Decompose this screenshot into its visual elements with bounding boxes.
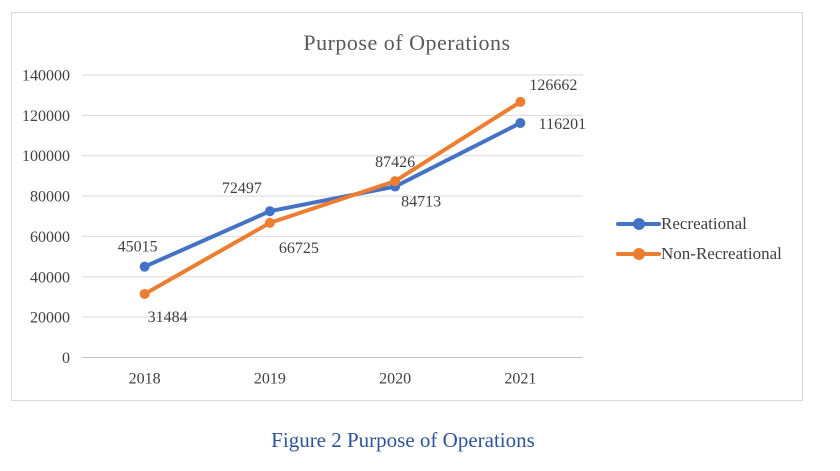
line-marker-icon xyxy=(616,218,661,230)
chart-title: Purpose of Operations xyxy=(303,30,511,55)
legend-label-non-recreational: Non-Recreational xyxy=(661,244,782,263)
legend-label-recreational: Recreational xyxy=(661,214,747,233)
legend-item-recreational: Recreational xyxy=(616,212,782,236)
chart-frame: Purpose of Operations Recreational Non-R… xyxy=(11,12,803,401)
line-marker-icon xyxy=(616,248,661,260)
legend-item-non-recreational: Non-Recreational xyxy=(616,242,782,266)
chart-legend: Recreational Non-Recreational xyxy=(616,212,782,266)
figure-caption: Figure 2 Purpose of Operations xyxy=(271,428,535,452)
